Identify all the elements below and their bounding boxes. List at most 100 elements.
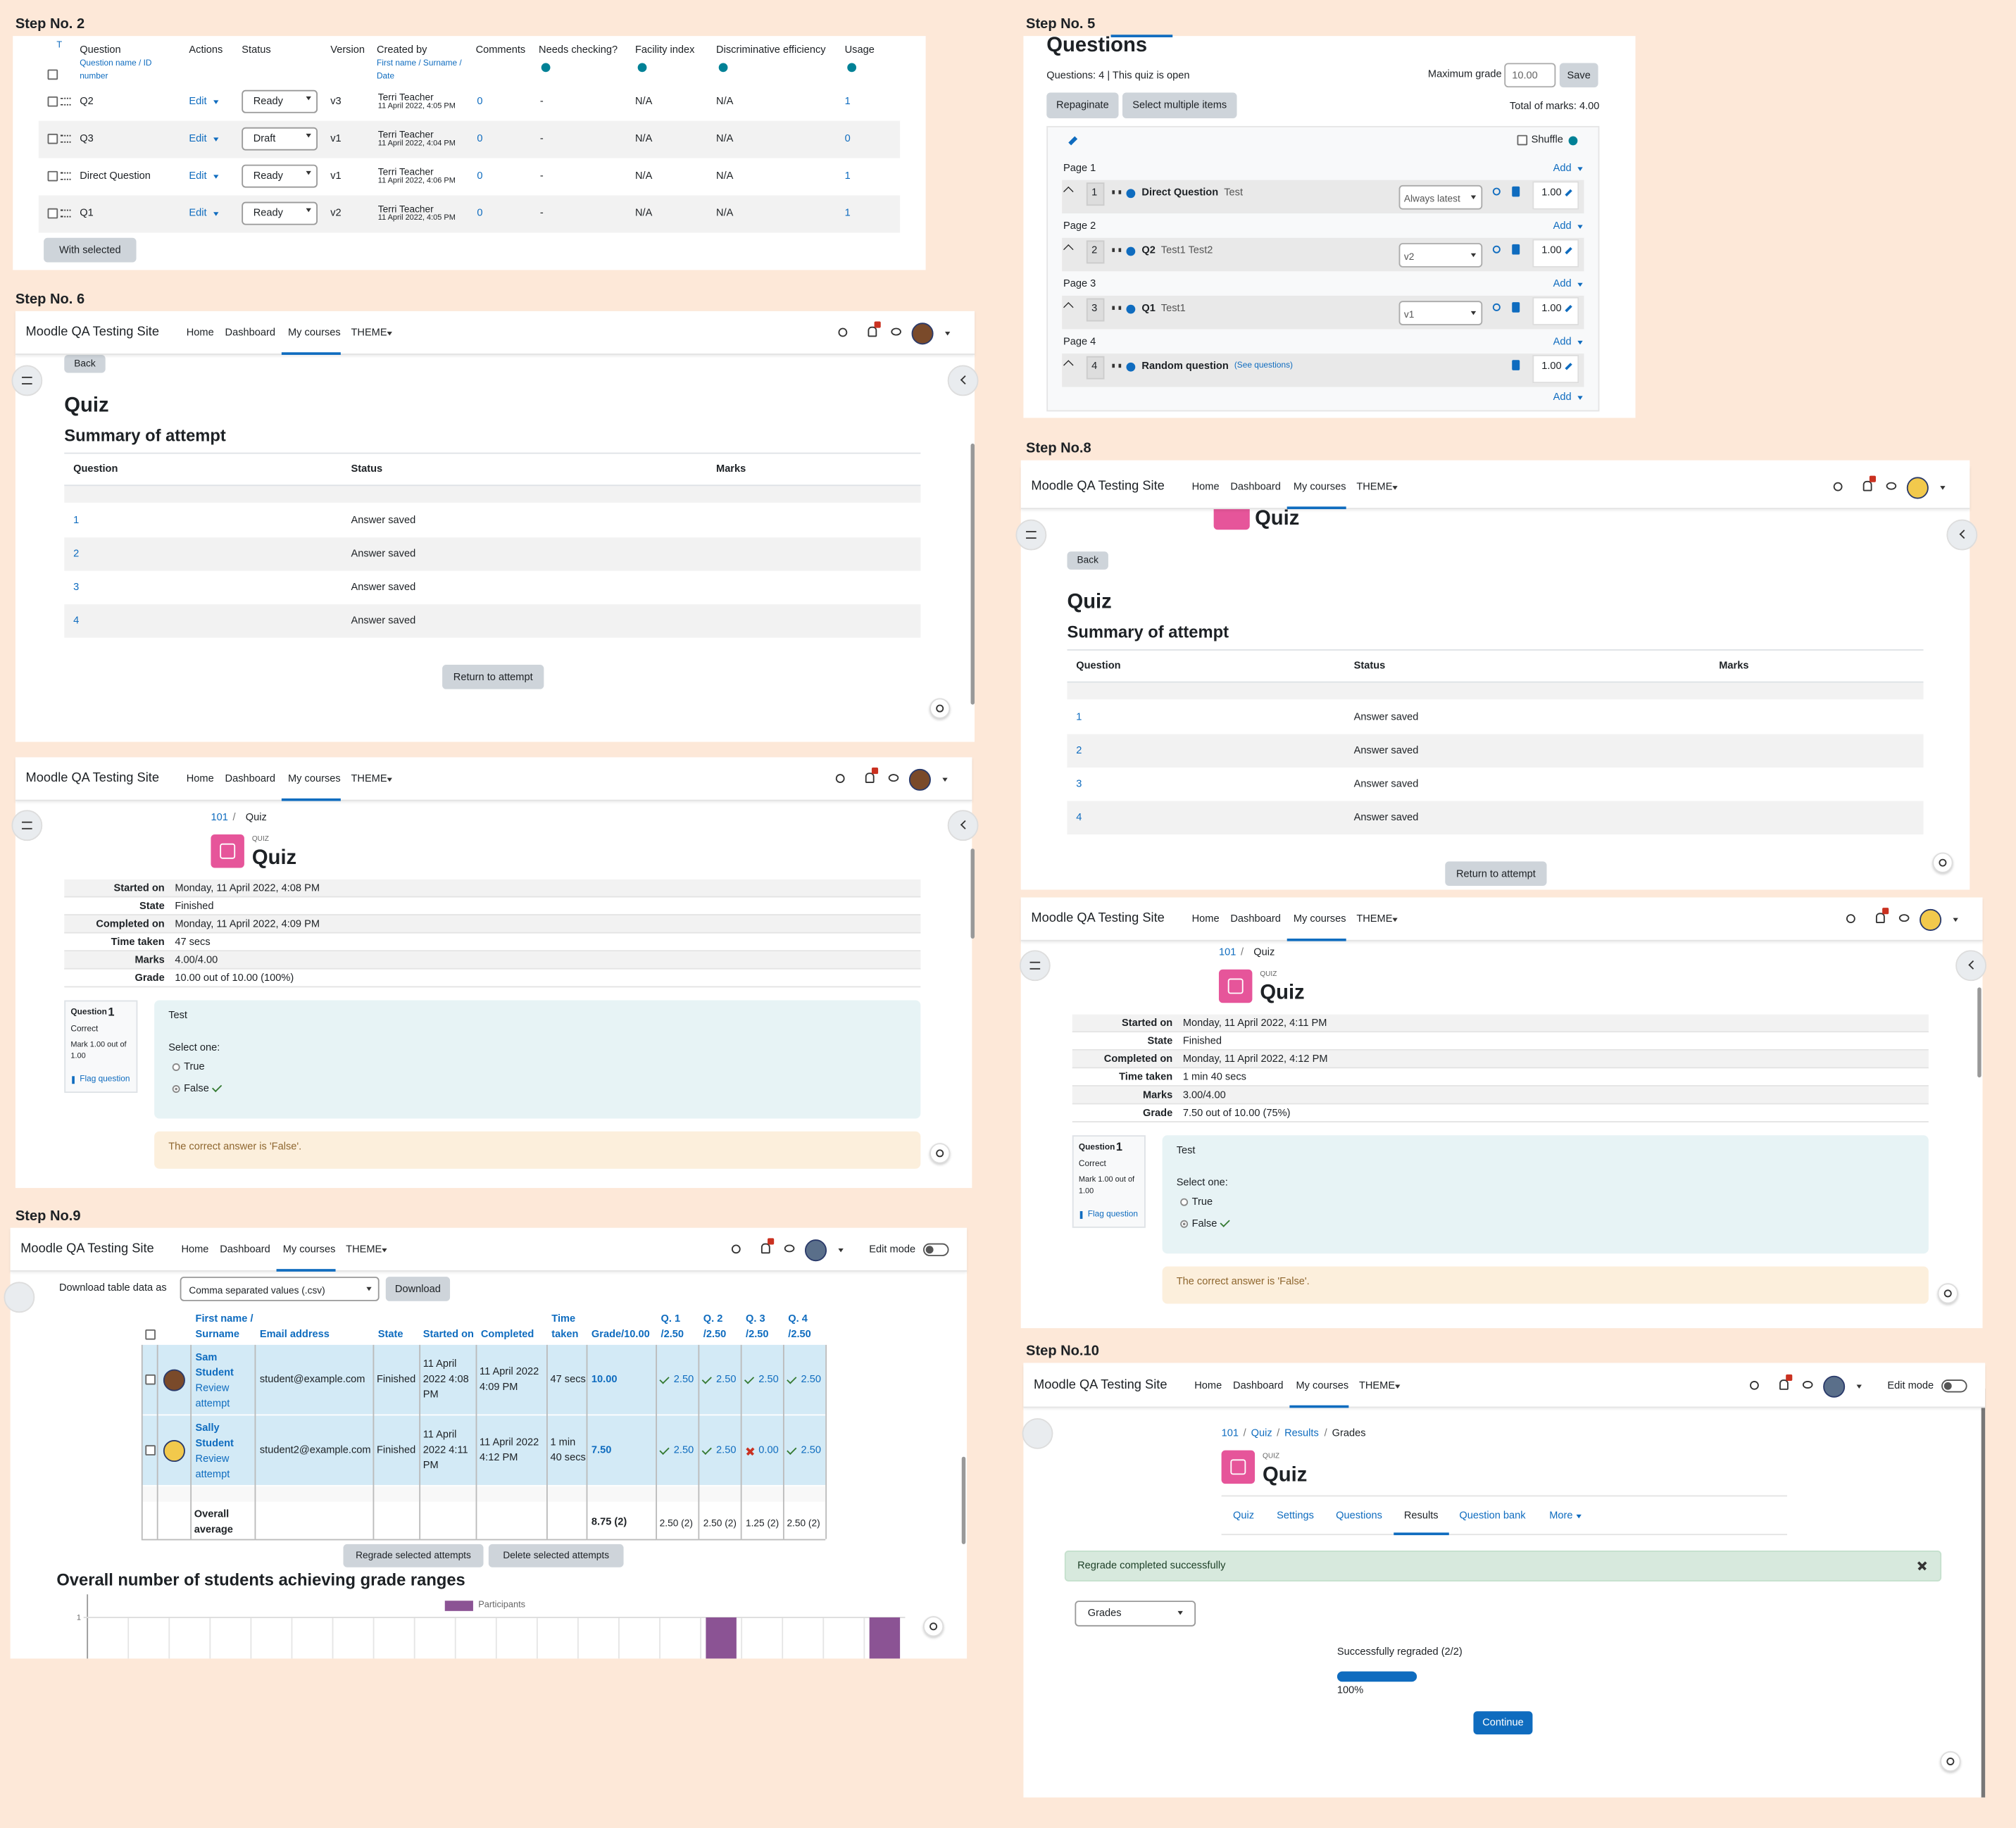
edit-menu[interactable]: Edit — [189, 170, 207, 182]
usage-link[interactable]: 1 — [844, 170, 851, 182]
button-label[interactable]: Back — [1077, 553, 1098, 566]
site-name[interactable]: Moodle QA Testing Site — [20, 1241, 154, 1256]
nav-link[interactable]: Home — [1191, 913, 1220, 925]
tab[interactable]: Settings — [1277, 1509, 1314, 1522]
comments-link[interactable]: 0 — [477, 207, 483, 219]
site-name[interactable]: Moodle QA Testing Site — [1031, 480, 1165, 494]
column-header[interactable]: Q. 1 /2.50 — [660, 1313, 684, 1340]
nav-link[interactable]: THEME — [1356, 481, 1393, 493]
checkbox[interactable] — [145, 1329, 156, 1340]
question-mark-link[interactable]: 2.50 — [716, 1373, 737, 1385]
delete-icon[interactable] — [1512, 360, 1520, 370]
message-icon[interactable] — [1886, 482, 1897, 490]
edit-mode-toggle[interactable] — [1941, 1379, 1967, 1393]
notification-icon[interactable] — [760, 1243, 770, 1254]
breadcrumb-item[interactable]: Quiz — [1251, 1427, 1272, 1439]
slot-question-name[interactable]: Q1 — [1141, 302, 1156, 314]
question-link[interactable]: 4 — [1076, 811, 1082, 823]
button-label[interactable]: Return to attempt — [1455, 868, 1536, 879]
tab[interactable]: Question bank — [1459, 1509, 1526, 1522]
breadcrumb-link[interactable]: 101 — [211, 811, 228, 823]
nav-link[interactable]: Home — [181, 1243, 209, 1256]
flag-link[interactable]: Flag question — [80, 1075, 130, 1084]
column-header[interactable]: Q. 3 /2.50 — [746, 1313, 769, 1340]
checkbox[interactable] — [145, 1445, 156, 1455]
notification-icon[interactable] — [1875, 913, 1885, 923]
column-subheader[interactable]: First name / Surname / Date — [376, 58, 462, 82]
message-icon[interactable] — [891, 327, 901, 336]
usage-link[interactable]: 1 — [844, 207, 851, 219]
column-header[interactable]: Email address — [259, 1328, 330, 1340]
student-name[interactable]: Sam Student — [195, 1351, 234, 1379]
tab[interactable]: Questions — [1336, 1509, 1382, 1522]
question-link[interactable]: 2 — [1076, 744, 1082, 756]
question-mark-link[interactable]: 2.50 — [673, 1373, 694, 1385]
edit-menu[interactable]: Edit — [189, 207, 207, 219]
button-label[interactable]: Delete selected attempts — [503, 1549, 610, 1561]
column-header[interactable]: Grade/10.00 — [591, 1328, 650, 1340]
button-label[interactable]: Select multiple items — [1132, 99, 1227, 111]
review-link[interactable]: Review attempt — [195, 1382, 230, 1410]
delete-icon[interactable] — [1512, 244, 1520, 255]
button-label[interactable]: Back — [74, 357, 96, 370]
button-label[interactable]: Repaginate — [1056, 99, 1109, 111]
student-name[interactable]: Sally Student — [195, 1422, 234, 1449]
site-name[interactable]: Moodle QA Testing Site — [25, 771, 159, 786]
breadcrumb-item[interactable]: Results — [1284, 1427, 1319, 1439]
column-header[interactable]: Q. 2 /2.50 — [703, 1313, 727, 1340]
button[interactable] — [343, 1544, 484, 1567]
site-name[interactable]: Moodle QA Testing Site — [1034, 1378, 1167, 1393]
comments-link[interactable]: 0 — [477, 132, 483, 144]
add-menu[interactable]: Add — [1553, 277, 1572, 290]
checkbox[interactable] — [47, 133, 58, 144]
slot-question-text[interactable]: (See questions) — [1234, 361, 1293, 371]
notification-icon[interactable] — [1779, 1379, 1789, 1390]
button-label[interactable]: Return to attempt — [453, 671, 533, 683]
usage-link[interactable]: 0 — [844, 132, 851, 144]
question-mark-link[interactable]: 2.50 — [801, 1444, 821, 1456]
question-link[interactable]: 3 — [1076, 778, 1082, 790]
version-select[interactable] — [1398, 301, 1483, 325]
nav-link[interactable]: THEME — [351, 327, 387, 339]
button[interactable] — [1445, 861, 1547, 887]
breadcrumb-item[interactable]: 101 — [1221, 1427, 1239, 1439]
question-mark-link[interactable]: 2.50 — [673, 1444, 694, 1456]
column-header[interactable]: Started on — [422, 1328, 474, 1340]
button-label[interactable]: Save — [1567, 69, 1591, 82]
question-mark-link[interactable]: 0.00 — [758, 1444, 779, 1456]
nav-link[interactable]: Home — [1191, 481, 1220, 493]
nav-link[interactable]: Home — [186, 327, 214, 339]
question-link[interactable]: 1 — [1076, 711, 1082, 723]
message-icon[interactable] — [784, 1244, 795, 1253]
button[interactable] — [1046, 92, 1119, 118]
question-mark-link[interactable]: 2.50 — [801, 1373, 821, 1385]
notification-icon[interactable] — [868, 326, 877, 337]
column-header[interactable]: State — [377, 1328, 403, 1340]
add-menu[interactable]: Add — [1553, 335, 1572, 348]
slot-question-name[interactable]: Random question — [1141, 360, 1229, 373]
status-select[interactable] — [242, 89, 318, 113]
slot-question-name[interactable]: Direct Question — [1141, 187, 1219, 199]
add-menu[interactable]: Add — [1553, 162, 1572, 174]
add-menu[interactable]: Add — [1553, 220, 1572, 232]
status-select[interactable] — [242, 127, 318, 151]
button-label[interactable]: Continue — [1482, 1716, 1524, 1728]
checkbox[interactable] — [145, 1374, 156, 1385]
nav-link[interactable]: My courses — [287, 772, 341, 785]
flag-link[interactable]: Flag question — [1087, 1210, 1138, 1220]
button[interactable] — [488, 1544, 624, 1567]
button[interactable] — [1473, 1711, 1533, 1735]
message-icon[interactable] — [1898, 914, 1910, 922]
question-mark-link[interactable]: 2.50 — [716, 1444, 737, 1456]
nav-link[interactable]: My courses — [1293, 913, 1346, 925]
version-select[interactable] — [1398, 243, 1483, 268]
report-select[interactable] — [1075, 1601, 1196, 1627]
delete-icon[interactable] — [1512, 302, 1520, 313]
message-icon[interactable] — [1802, 1381, 1813, 1389]
slot-question-name[interactable]: Q2 — [1141, 244, 1156, 256]
question-link[interactable]: 1 — [73, 514, 80, 527]
column-subheader[interactable]: Question name / ID number — [80, 58, 152, 82]
site-name[interactable]: Moodle QA Testing Site — [25, 325, 159, 340]
nav-link[interactable]: Dashboard — [225, 327, 275, 339]
sort-link[interactable]: T — [56, 41, 63, 50]
